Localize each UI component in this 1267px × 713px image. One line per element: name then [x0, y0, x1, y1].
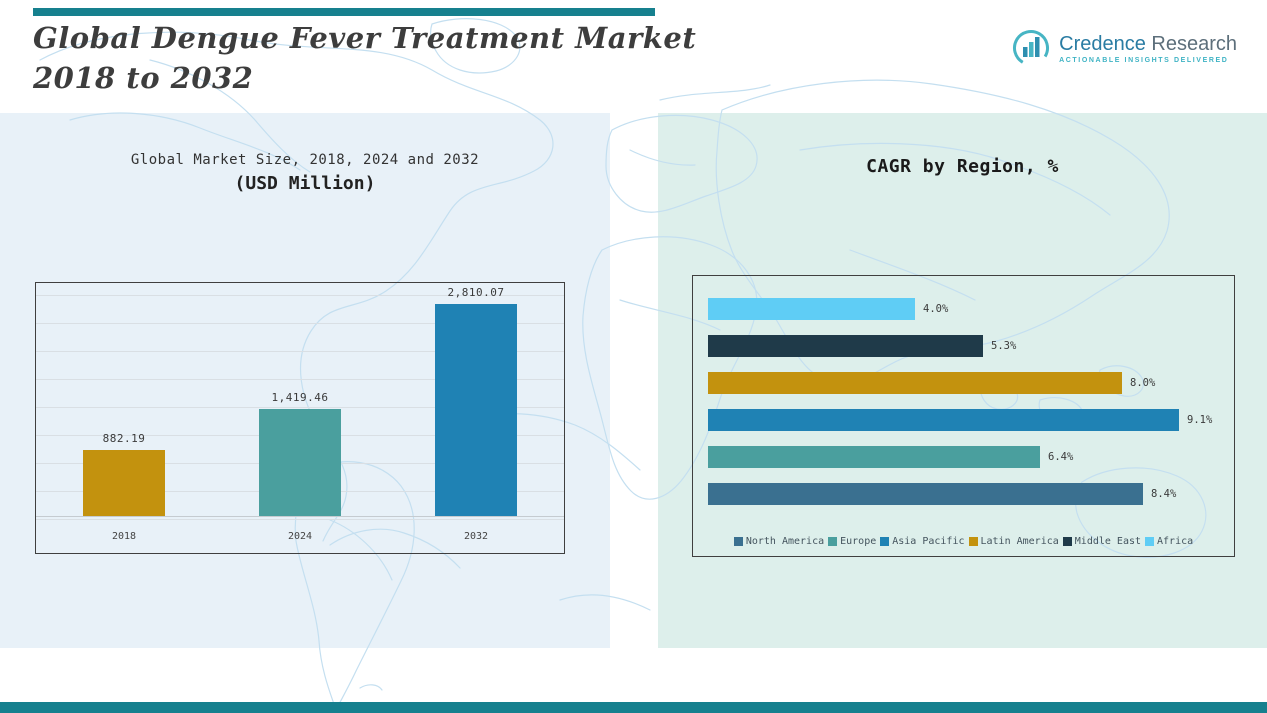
- bar-value-label: 1,419.46: [271, 391, 329, 404]
- cagr-row-middle-east: 5.3%: [708, 335, 1226, 357]
- logo-brand-name: Credence Research: [1059, 33, 1237, 55]
- bar-group-2018: 882.19: [83, 432, 165, 516]
- credence-research-logo: Credence Research Actionable Insights De…: [1011, 28, 1237, 68]
- cagr-chart: 4.0% 5.3% 8.0% 9.1% 6.4% 8.4% North America Eu…: [692, 275, 1235, 557]
- logo-chart-icon: [1013, 30, 1050, 66]
- bar-north-america: [708, 483, 1143, 505]
- page-title-line1: Global Dengue Fever Treatment Market: [33, 21, 697, 55]
- x-axis-label-2018: 2018: [111, 531, 137, 542]
- bar-value-label: 8.0%: [1130, 377, 1156, 389]
- bar-value-label: 5.3%: [991, 340, 1017, 352]
- legend-swatch-africa: [1145, 537, 1155, 546]
- bar-latin-america: [708, 372, 1122, 394]
- bottom-accent-bar: [0, 702, 1267, 713]
- market-size-xaxis: 2018 2024 2032: [36, 531, 564, 542]
- legend-label-middle-east: Middle East: [1074, 536, 1142, 547]
- x-axis-label-2032: 2032: [463, 531, 489, 542]
- bar-2032: [435, 304, 517, 516]
- cagr-row-north-america: 8.4%: [708, 483, 1226, 505]
- legend-swatch-latin-america: [968, 537, 978, 546]
- bar-value-label: 4.0%: [923, 303, 949, 315]
- bar-value-label: 8.4%: [1151, 488, 1177, 500]
- bar-asia-pacific: [708, 409, 1179, 431]
- legend-label-europe: Europe: [840, 536, 877, 547]
- cagr-rows: 4.0% 5.3% 8.0% 9.1% 6.4% 8.4%: [708, 298, 1226, 505]
- logo-brand-part2: Research: [1145, 32, 1237, 55]
- bar-middle-east: [708, 335, 983, 357]
- market-size-chart-title: Global Market Size, 2018, 2024 and 2032 …: [0, 152, 610, 194]
- legend-item-africa: Africa: [1145, 536, 1193, 547]
- bar-value-label: 882.19: [102, 432, 146, 445]
- bar-2024: [259, 409, 341, 516]
- legend-item-latin-america: Latin America: [968, 536, 1059, 547]
- cagr-legend: North America Europe Asia Pacific Latin Ame…: [693, 536, 1234, 547]
- market-size-bars: 882.19 1,419.46 2,810.07: [36, 286, 564, 517]
- legend-label-north-america: North America: [745, 536, 825, 547]
- x-axis-label-2024: 2024: [287, 531, 313, 542]
- market-size-subtitle-text: (USD Million): [234, 173, 376, 194]
- legend-label-africa: Africa: [1157, 536, 1194, 547]
- bar-group-2032: 2,810.07: [435, 286, 517, 516]
- legend-swatch-north-america: [733, 537, 743, 546]
- bar-value-label: 6.4%: [1048, 451, 1074, 463]
- cagr-row-africa: 4.0%: [708, 298, 1226, 320]
- top-accent-bar: [33, 8, 655, 16]
- logo-tagline: Actionable Insights Delivered: [1059, 56, 1229, 64]
- page-title-line2: 2018 to 2032: [33, 61, 254, 96]
- bar-value-label: 9.1%: [1187, 414, 1213, 426]
- legend-swatch-europe: [828, 537, 838, 546]
- bar-value-label: 2,810.07: [447, 286, 505, 299]
- page-title: Global Dengue Fever Treatment Market 201…: [33, 18, 696, 98]
- bar-group-2024: 1,419.46: [259, 391, 341, 516]
- legend-swatch-asia-pacific: [880, 537, 890, 546]
- legend-label-asia-pacific: Asia Pacific: [892, 536, 965, 547]
- market-size-title-text: Global Market Size, 2018, 2024 and 2032: [130, 152, 480, 168]
- cagr-row-europe: 6.4%: [708, 446, 1226, 468]
- legend-label-latin-america: Latin America: [980, 536, 1059, 547]
- logo-brand-part1: Credence: [1059, 32, 1146, 55]
- bar-2018: [83, 450, 165, 516]
- legend-item-asia-pacific: Asia Pacific: [880, 536, 965, 547]
- bar-africa: [708, 298, 915, 320]
- legend-item-middle-east: Middle East: [1062, 536, 1142, 547]
- logo-text: Credence Research Actionable Insights De…: [1059, 33, 1237, 64]
- bar-europe: [708, 446, 1040, 468]
- legend-swatch-middle-east: [1062, 537, 1072, 546]
- cagr-row-latin-america: 8.0%: [708, 372, 1226, 394]
- market-size-chart: 882.19 1,419.46 2,810.07 2018 2024 2032: [35, 282, 565, 554]
- cagr-chart-title: CAGR by Region, %: [866, 156, 1059, 177]
- legend-item-north-america: North America: [733, 536, 825, 547]
- legend-item-europe: Europe: [828, 536, 876, 547]
- cagr-row-asia-pacific: 9.1%: [708, 409, 1226, 431]
